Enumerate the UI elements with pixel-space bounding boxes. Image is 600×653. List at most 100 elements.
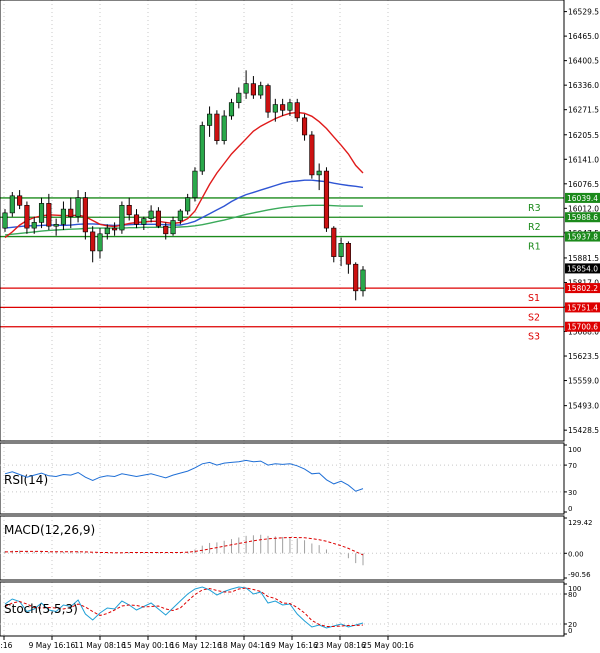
candle-body [75, 197, 81, 217]
support-resistance-levels: R3 R2 R1 S1 S2 S3 [0, 197, 564, 343]
time-tick-label: 19 May 16:16 [266, 641, 318, 650]
macd-panel: MACD(12,26,9) 129.42 0.00 -90.56 [0, 515, 593, 581]
candle [31, 216, 37, 234]
level-name-r1: R1 [528, 242, 541, 253]
price-tick-label: 16141.0 [568, 155, 599, 164]
level-name-s2: S2 [528, 312, 540, 323]
time-tick-label: 16 May 12:16 [170, 641, 222, 650]
level-name-r2: R2 [528, 222, 541, 233]
price-tick-label: 16205.5 [568, 131, 599, 140]
macd-histogram [4, 534, 364, 566]
candle [133, 209, 140, 229]
rsi-label: RSI(14) [4, 473, 48, 487]
candle [294, 98, 300, 122]
time-tick-label: 15 May 00:16 [122, 641, 174, 650]
current-price-marker [565, 263, 600, 274]
level-price-label: 16039.4 [567, 194, 598, 203]
candle [148, 205, 154, 223]
price-tick-label: 16465.0 [568, 32, 599, 41]
candle [301, 114, 308, 141]
rsi-axis: 100 70 30 0 [564, 444, 581, 513]
macd-panel-frame [0, 515, 565, 581]
candle [163, 222, 169, 240]
price-tick-label: 15623.5 [568, 352, 599, 361]
candle [258, 81, 264, 99]
candle-body [199, 125, 205, 172]
current-price-box: 15854.0 [565, 263, 600, 274]
price-tick-label: 16336.0 [568, 81, 599, 90]
candle [119, 201, 125, 234]
level-price-label: 15937.8 [567, 233, 598, 242]
candle [338, 237, 344, 267]
level-price-label: 15988.6 [567, 213, 598, 222]
candle-body [68, 208, 74, 217]
candle-body [163, 225, 169, 235]
candle-body [38, 203, 45, 223]
candle-body [177, 210, 183, 221]
panel-tick-label: 100 [568, 585, 581, 593]
candle [97, 228, 103, 259]
candle-body [214, 113, 220, 141]
price-panel-frame [0, 0, 565, 442]
candle [207, 106, 213, 137]
panel-tick-label: 100 [568, 446, 581, 454]
candle [60, 201, 67, 231]
candle-body [272, 104, 278, 113]
rsi-panel-frame [0, 442, 565, 515]
price-tick-label: 15493.0 [568, 402, 599, 411]
level-price-label: 15700.6 [567, 323, 598, 332]
level-price-label: 15802.2 [567, 284, 598, 293]
level-price-box [565, 231, 600, 242]
candle-body [82, 197, 88, 233]
time-tick-label: 18 May 04:16 [218, 641, 270, 650]
level-price-box [565, 321, 600, 332]
candle-body [31, 222, 37, 229]
candle [24, 201, 30, 234]
candle [360, 266, 366, 297]
candle [38, 197, 45, 229]
candle-body [207, 113, 213, 126]
candle-body [265, 85, 271, 113]
panel-tick-label: 0 [568, 505, 572, 513]
stoch-panel-frame [0, 581, 565, 637]
candle-body [192, 170, 198, 198]
candle [272, 98, 278, 122]
candle-body [243, 83, 249, 94]
candle-body [228, 102, 235, 117]
candle-body [97, 233, 103, 252]
level-price-labels: 16039.4 15988.6 15937.8 15802.2 15751.4 15700… [565, 192, 600, 332]
time-tick-label: 9 May 16:16 [29, 641, 76, 650]
candle-body [17, 195, 23, 206]
panel-tick-label: 80 [568, 591, 577, 599]
candle [280, 98, 286, 116]
candle-body [258, 85, 264, 96]
stoch-k-line [4, 586, 364, 629]
candle-body [185, 197, 191, 212]
price-tick-label: 15688.0 [568, 328, 599, 337]
price-tick-label: 16012.0 [568, 204, 599, 213]
candle-body [360, 269, 366, 292]
candle [221, 110, 227, 145]
candle [17, 190, 23, 210]
time-tick-label: 25 May 00:16 [362, 641, 414, 650]
candle [90, 226, 96, 263]
candle [177, 209, 183, 225]
candle [2, 209, 8, 232]
candle-body [53, 224, 59, 227]
candle [104, 224, 110, 240]
time-tick-label: 11 May 08:16 [74, 641, 126, 650]
candle [265, 83, 271, 118]
candle-body [301, 117, 308, 136]
candle [141, 216, 147, 231]
panel-tick-label: 129.42 [568, 519, 593, 527]
candle-body [104, 227, 110, 235]
candle-body [353, 263, 359, 292]
candle-body [287, 102, 293, 111]
candle-body [148, 210, 154, 219]
panel-tick-label: 0 [568, 627, 572, 635]
candle [82, 191, 88, 240]
candle-body [294, 102, 300, 119]
candle [53, 218, 59, 236]
candle-body [112, 227, 118, 231]
